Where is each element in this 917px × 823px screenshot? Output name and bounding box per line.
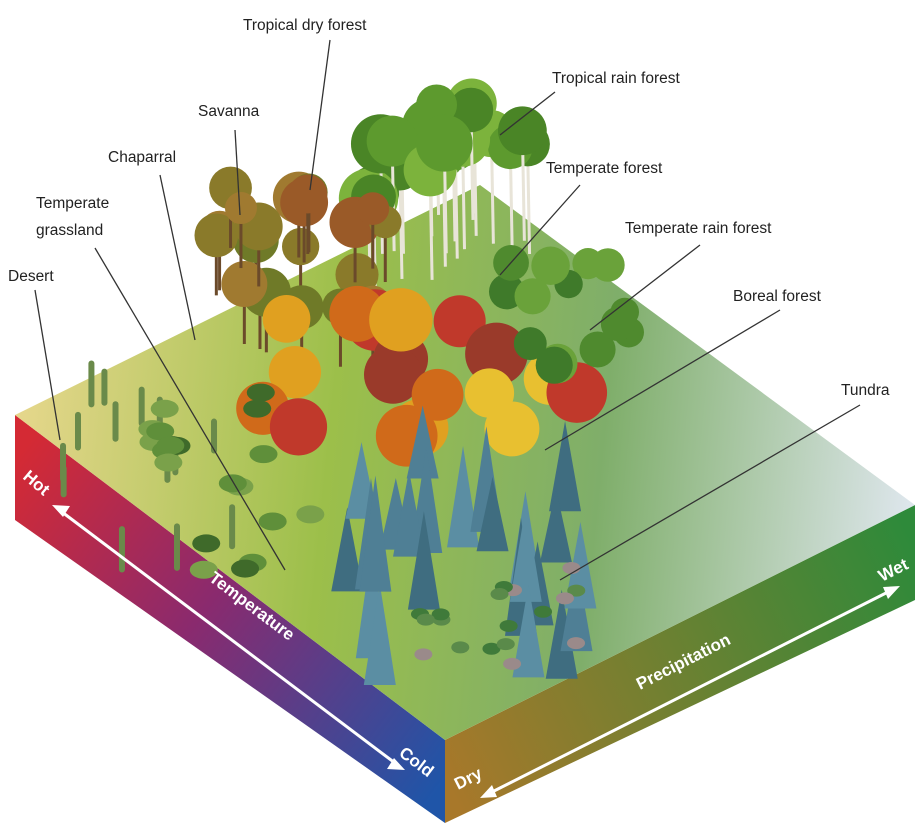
- tree-crown: [270, 398, 327, 455]
- tundra-plant: [562, 562, 580, 574]
- tree-crown: [412, 369, 464, 421]
- shrub: [154, 454, 182, 472]
- biome-label: Temperate rain forest: [625, 220, 772, 237]
- biome-label: Boreal forest: [733, 288, 822, 305]
- biome-label: Savanna: [198, 103, 260, 120]
- cactus: [101, 369, 107, 406]
- biome-label: Chaparral: [108, 149, 176, 166]
- tundra-plant: [534, 606, 552, 618]
- tundra-plant: [497, 638, 515, 650]
- cactus: [174, 523, 180, 570]
- cactus: [75, 412, 81, 451]
- tundra-plant: [417, 614, 435, 626]
- tundra-plant: [414, 648, 432, 660]
- biome-label: Temperate: [36, 195, 109, 212]
- shrub: [259, 512, 287, 530]
- biome-label: Desert: [8, 268, 54, 285]
- cactus: [113, 401, 119, 441]
- tree-crown: [282, 228, 319, 265]
- shrub: [231, 560, 259, 578]
- biome-diagram: Tropical dry forest Tropical rain forest…: [0, 0, 917, 823]
- shrub: [156, 437, 184, 455]
- leader-line: [160, 175, 195, 340]
- cactus: [88, 361, 94, 408]
- shrub: [247, 384, 275, 402]
- shrub: [243, 400, 271, 418]
- shrub: [151, 400, 179, 418]
- biome-label: Tropical dry forest: [243, 17, 367, 34]
- tree-crown: [484, 401, 539, 456]
- biome-label: Tundra: [841, 382, 890, 399]
- cactus: [229, 504, 235, 549]
- tree-crown: [416, 115, 473, 172]
- biome-label: Temperate forest: [546, 160, 663, 177]
- cactus: [211, 419, 217, 454]
- shrub: [249, 445, 277, 463]
- tundra-plant: [500, 620, 518, 632]
- tree-crown: [591, 248, 625, 282]
- tree-crown: [536, 347, 573, 384]
- tree-crown: [601, 307, 635, 341]
- shrub: [192, 534, 220, 552]
- shrub: [296, 505, 324, 523]
- tree-crown: [263, 295, 311, 343]
- tundra-plant: [503, 658, 521, 670]
- tree-crown: [356, 192, 389, 225]
- tundra-plant: [567, 637, 585, 649]
- tree-crown: [225, 192, 257, 224]
- cactus: [139, 387, 145, 427]
- tree-crown: [288, 174, 327, 213]
- cactus: [61, 465, 67, 497]
- biome-label: Tropical rain forest: [552, 70, 680, 87]
- tree-crown: [515, 278, 551, 314]
- tree-crown: [221, 261, 267, 307]
- biome-label: grassland: [36, 222, 103, 239]
- leader-line: [310, 40, 330, 190]
- tundra-plant: [491, 588, 509, 600]
- shrub: [219, 474, 247, 492]
- tree-crown: [369, 288, 432, 351]
- tundra-plant: [451, 641, 469, 653]
- cactus: [119, 526, 125, 572]
- tundra-plant: [556, 592, 574, 604]
